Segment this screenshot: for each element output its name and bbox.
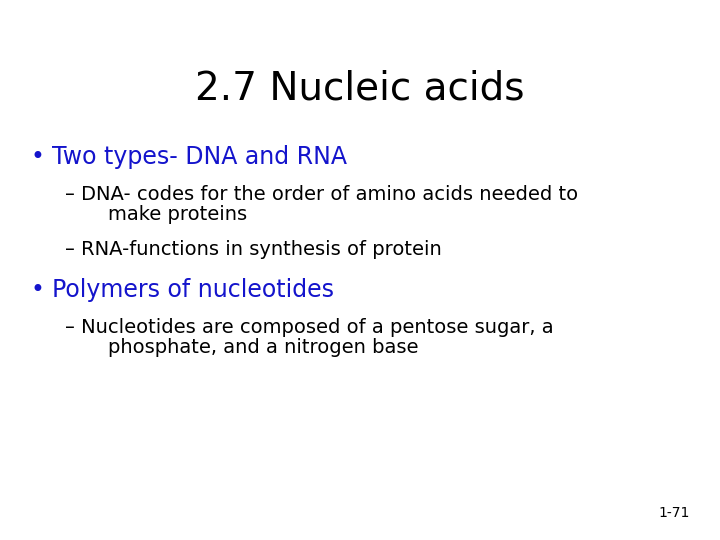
Text: •: • bbox=[30, 278, 44, 302]
Text: Polymers of nucleotides: Polymers of nucleotides bbox=[52, 278, 334, 302]
Text: make proteins: make proteins bbox=[83, 205, 247, 224]
Text: – RNA-functions in synthesis of protein: – RNA-functions in synthesis of protein bbox=[65, 240, 442, 259]
Text: – Nucleotides are composed of a pentose sugar, a: – Nucleotides are composed of a pentose … bbox=[65, 318, 554, 337]
Text: 2.7 Nucleic acids: 2.7 Nucleic acids bbox=[195, 70, 525, 108]
Text: •: • bbox=[30, 145, 44, 169]
Text: – DNA- codes for the order of amino acids needed to: – DNA- codes for the order of amino acid… bbox=[65, 185, 578, 204]
Text: 1-71: 1-71 bbox=[659, 506, 690, 520]
Text: phosphate, and a nitrogen base: phosphate, and a nitrogen base bbox=[83, 338, 418, 357]
Text: Two types- DNA and RNA: Two types- DNA and RNA bbox=[52, 145, 347, 169]
